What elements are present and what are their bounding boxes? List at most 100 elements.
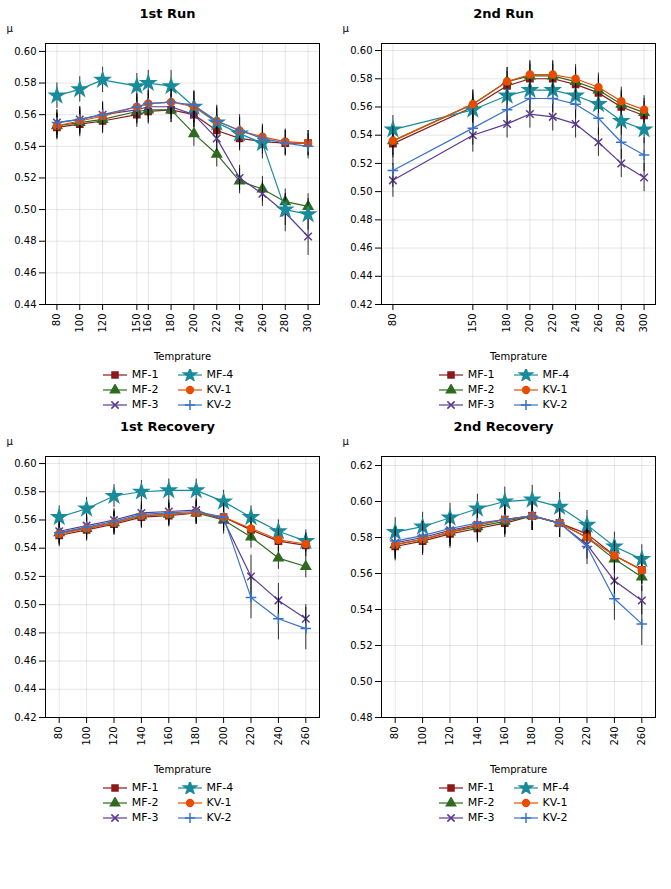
svg-text:0.42: 0.42 <box>350 299 372 310</box>
svg-text:0.46: 0.46 <box>14 655 36 666</box>
svg-text:280: 280 <box>615 314 626 333</box>
html-text:MF-1: MF-1 <box>131 368 159 381</box>
svg-text:200: 200 <box>553 727 564 746</box>
svg-text:μ: μ <box>6 23 13 34</box>
svg-text:240: 240 <box>272 727 283 746</box>
svg-text:180: 180 <box>501 314 512 333</box>
svg-text:0.48: 0.48 <box>14 627 36 638</box>
svg-text:0.52: 0.52 <box>350 640 372 651</box>
svg-text:0.60: 0.60 <box>14 46 36 57</box>
svg-text:260: 260 <box>256 314 267 333</box>
html-text:MF-4: MF-4 <box>542 368 570 381</box>
svg-text:260: 260 <box>592 314 603 333</box>
svg-text:240: 240 <box>608 727 619 746</box>
svg-text:220: 220 <box>546 314 557 333</box>
svg-text:0.62: 0.62 <box>350 460 372 471</box>
svg-text:0.60: 0.60 <box>14 458 36 469</box>
svg-text:220: 220 <box>210 314 221 333</box>
svg-text:0.56: 0.56 <box>350 101 372 112</box>
svg-text:Temprature: Temprature <box>152 764 210 775</box>
svg-text:300: 300 <box>638 314 649 333</box>
svg-text:160: 160 <box>163 727 174 746</box>
svg-text:Temprature: Temprature <box>488 764 546 775</box>
svg-text:160: 160 <box>142 314 153 333</box>
svg-text:160: 160 <box>499 727 510 746</box>
svg-text:180: 180 <box>526 727 537 746</box>
html-text:KV-1: KV-1 <box>206 383 232 396</box>
svg-text:260: 260 <box>300 727 311 746</box>
svg-text:μ: μ <box>342 23 349 34</box>
svg-text:0.54: 0.54 <box>14 542 36 553</box>
svg-text:0.42: 0.42 <box>14 712 36 723</box>
svg-text:0.58: 0.58 <box>14 77 36 88</box>
svg-text:0.54: 0.54 <box>350 129 372 140</box>
svg-text:0.50: 0.50 <box>350 676 372 687</box>
svg-text:120: 120 <box>108 727 119 746</box>
svg-text:Temprature: Temprature <box>488 351 546 362</box>
svg-text:μ: μ <box>6 436 13 447</box>
svg-text:260: 260 <box>636 727 647 746</box>
svg-text:240: 240 <box>569 314 580 333</box>
html-text:MF-2: MF-2 <box>467 383 495 396</box>
html-text:MF-1: MF-1 <box>467 368 495 381</box>
svg-text:140: 140 <box>471 727 482 746</box>
svg-text:100: 100 <box>73 314 84 333</box>
svg-text:180: 180 <box>165 314 176 333</box>
svg-text:0.58: 0.58 <box>14 486 36 497</box>
svg-text:280: 280 <box>279 314 290 333</box>
svg-text:0.46: 0.46 <box>14 267 36 278</box>
svg-text:200: 200 <box>524 314 535 333</box>
svg-text:80: 80 <box>51 314 62 327</box>
svg-text:200: 200 <box>188 314 199 333</box>
svg-text:220: 220 <box>245 727 256 746</box>
svg-text:0.56: 0.56 <box>14 109 36 120</box>
html-text:MF-4: MF-4 <box>206 368 234 381</box>
svg-text:0.54: 0.54 <box>14 141 36 152</box>
svg-text:0.58: 0.58 <box>350 532 372 543</box>
svg-text:0.50: 0.50 <box>350 186 372 197</box>
svg-text:0.58: 0.58 <box>350 73 372 84</box>
svg-text:0.48: 0.48 <box>350 214 372 225</box>
svg-text:300: 300 <box>302 314 313 333</box>
svg-text:100: 100 <box>80 727 91 746</box>
svg-text:0.50: 0.50 <box>14 204 36 215</box>
svg-text:80: 80 <box>387 314 398 327</box>
svg-text:120: 120 <box>96 314 107 333</box>
svg-text:μ: μ <box>342 436 349 447</box>
svg-text:180: 180 <box>190 727 201 746</box>
svg-text:0.48: 0.48 <box>14 235 36 246</box>
svg-text:80: 80 <box>53 727 64 740</box>
svg-text:0.46: 0.46 <box>350 242 372 253</box>
svg-text:Temprature: Temprature <box>152 351 210 362</box>
html-text:MF-3: MF-3 <box>467 398 495 411</box>
svg-text:240: 240 <box>233 314 244 333</box>
svg-text:0.50: 0.50 <box>14 599 36 610</box>
svg-text:200: 200 <box>217 727 228 746</box>
svg-text:0.44: 0.44 <box>350 270 372 281</box>
svg-text:120: 120 <box>444 727 455 746</box>
svg-text:0.56: 0.56 <box>14 514 36 525</box>
svg-text:0.52: 0.52 <box>14 571 36 582</box>
html-text:MF-2: MF-2 <box>131 383 159 396</box>
svg-text:0.48: 0.48 <box>350 712 372 723</box>
svg-text:0.44: 0.44 <box>14 299 36 310</box>
svg-text:100: 100 <box>416 727 427 746</box>
svg-text:0.44: 0.44 <box>14 683 36 694</box>
svg-text:80: 80 <box>389 727 400 740</box>
svg-text:0.56: 0.56 <box>350 568 372 579</box>
html-text:2nd Run: 2nd Run <box>473 6 534 21</box>
svg-text:150: 150 <box>467 314 478 333</box>
html-text:1st Run: 1st Run <box>139 6 196 21</box>
svg-text:0.60: 0.60 <box>350 45 372 56</box>
svg-text:0.52: 0.52 <box>350 158 372 169</box>
html-text:KV-2: KV-2 <box>206 398 232 411</box>
html-text:2nd Recovery: 2nd Recovery <box>453 419 554 434</box>
html-text:MF-3: MF-3 <box>131 398 159 411</box>
svg-text:150: 150 <box>131 314 142 333</box>
svg-text:0.52: 0.52 <box>14 172 36 183</box>
svg-text:220: 220 <box>581 727 592 746</box>
svg-text:0.54: 0.54 <box>350 604 372 615</box>
html-text:1st Recovery: 1st Recovery <box>119 419 216 434</box>
svg-text:0.60: 0.60 <box>350 496 372 507</box>
svg-text:140: 140 <box>135 727 146 746</box>
